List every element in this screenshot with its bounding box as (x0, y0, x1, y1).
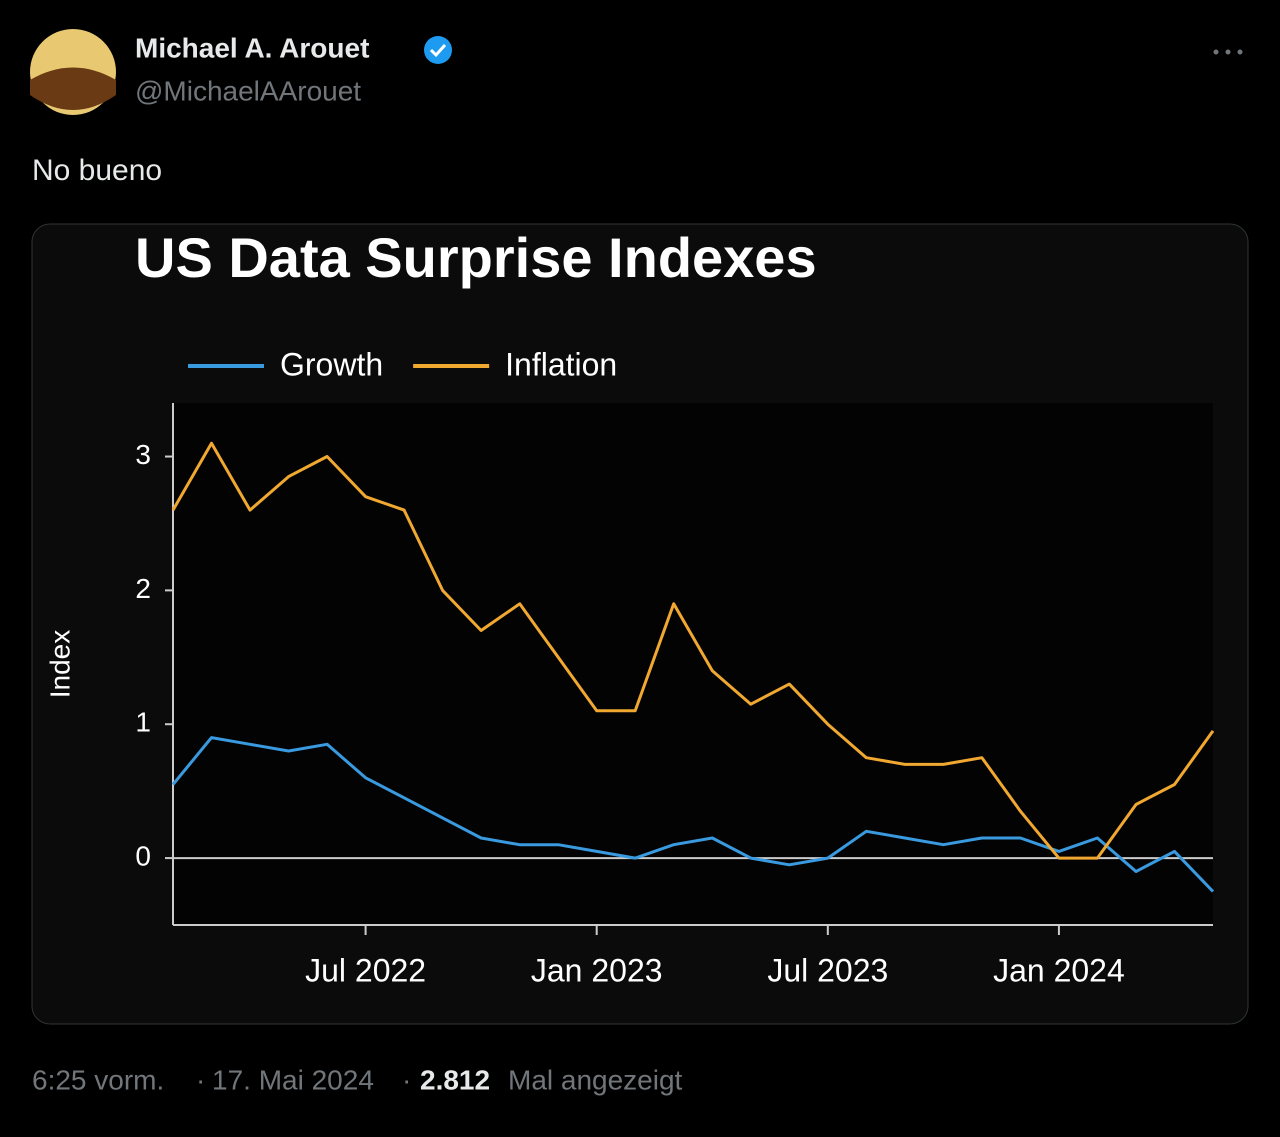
legend-label: Inflation (505, 346, 617, 382)
series-line (171, 441, 1215, 860)
author-name[interactable]: Michael A. Arouet (135, 32, 369, 63)
chart-title: US Data Surprise Indexes (135, 226, 817, 289)
footer-date: 17. Mai 2024 (212, 1064, 374, 1095)
y-tick-label: 1 (135, 707, 151, 738)
x-tick-label: Jul 2022 (305, 952, 426, 988)
tweet-text: No bueno (32, 154, 162, 187)
author-handle[interactable]: @MichaelAArouet (135, 75, 361, 106)
footer-time: 6:25 vorm. (32, 1064, 164, 1095)
separator: · (402, 1064, 411, 1095)
y-tick-label: 0 (135, 840, 151, 871)
y-tick-label: 2 (135, 573, 151, 604)
x-tick-label: Jul 2023 (767, 952, 888, 988)
y-axis-label: Index (44, 630, 75, 699)
legend-label: Growth (280, 346, 383, 382)
footer: 6:25 vorm. · 17. Mai 2024 · 2.812 Mal an… (32, 1064, 683, 1095)
more-menu[interactable] (1213, 49, 1243, 55)
separator: · (196, 1064, 205, 1095)
verified-badge (424, 36, 452, 64)
x-tick-label: Jan 2024 (993, 952, 1125, 988)
footer-views-label: Mal angezeigt (508, 1064, 683, 1095)
x-tick-label: Jan 2023 (531, 952, 663, 988)
plot-area (173, 403, 1213, 925)
footer-views: 2.812 (420, 1064, 490, 1095)
avatar-art (30, 67, 116, 110)
y-tick-label: 3 (135, 439, 151, 470)
verified-check (429, 43, 447, 58)
series-line (171, 736, 1215, 893)
